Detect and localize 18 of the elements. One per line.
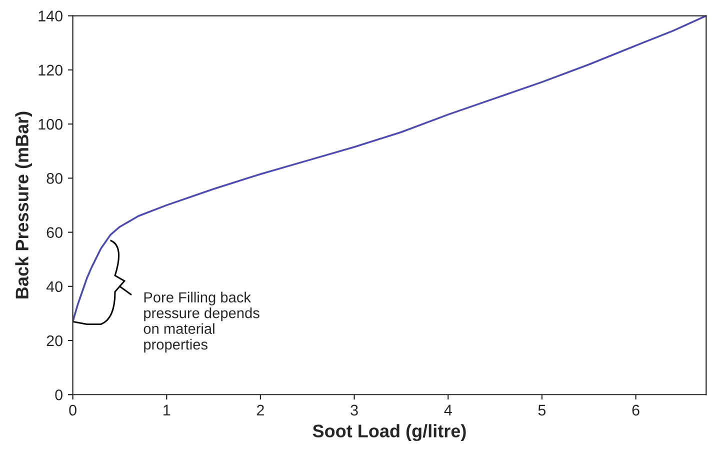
y-tick-label: 20 bbox=[46, 335, 62, 346]
x-axis-title: Soot Load (g/litre) bbox=[312, 424, 466, 442]
y-axis-title: Back Pressure (mBar) bbox=[15, 112, 32, 298]
y-tick-label: 40 bbox=[46, 281, 62, 292]
annotation: Pore Filling back pressure depends on material properties bbox=[144, 292, 260, 353]
x-tick-label: 6 bbox=[632, 404, 640, 416]
x-tick-label: 4 bbox=[444, 404, 452, 416]
x-tick-label: 2 bbox=[256, 404, 264, 416]
y-tick-label: 100 bbox=[38, 118, 62, 130]
x-tick-label: 3 bbox=[350, 404, 358, 416]
y-tick-label: 60 bbox=[46, 227, 62, 238]
x-tick-label: 1 bbox=[164, 404, 170, 416]
y-tick-label: 120 bbox=[38, 64, 62, 76]
y-tick-label: 140 bbox=[38, 10, 62, 22]
x-tick-label: 0 bbox=[69, 404, 76, 416]
x-tick-label: 5 bbox=[538, 404, 546, 416]
y-tick-label: 80 bbox=[46, 173, 62, 184]
y-tick-label: 0 bbox=[55, 389, 62, 400]
